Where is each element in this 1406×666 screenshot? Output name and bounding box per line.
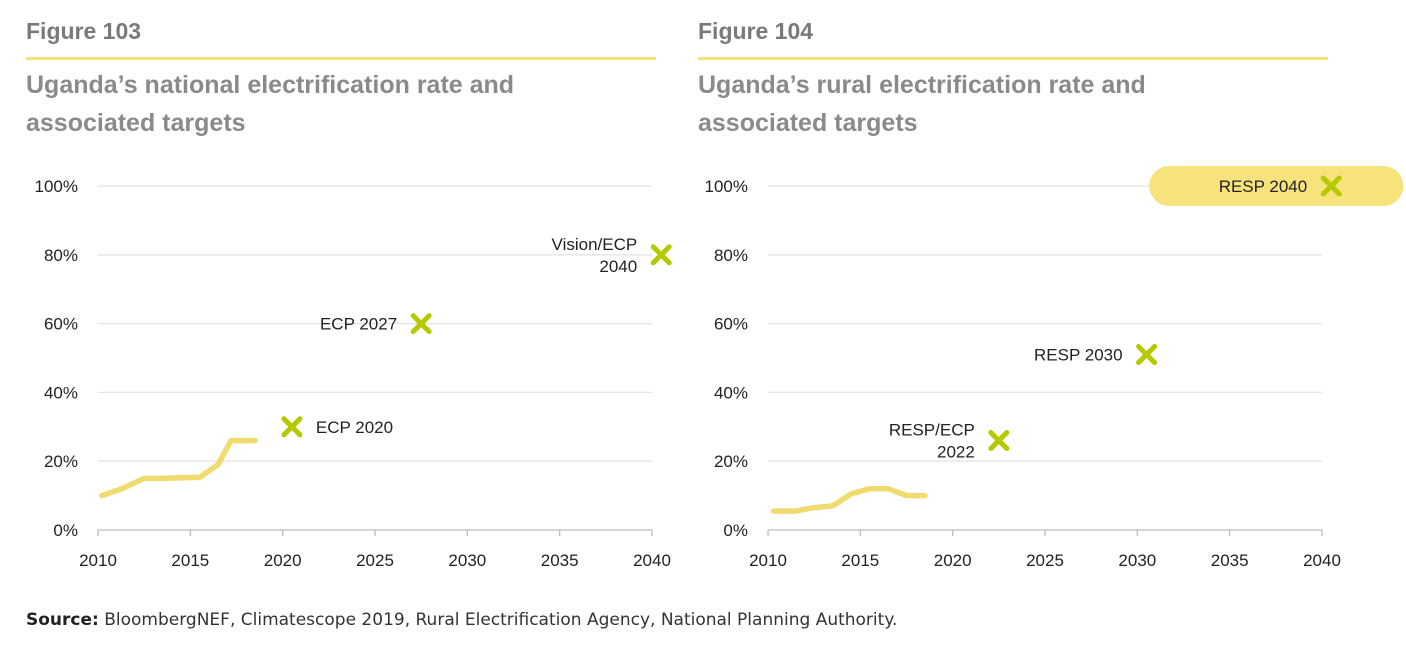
y-tick-label: 20% — [714, 452, 748, 471]
y-tick-label: 20% — [44, 452, 78, 471]
target-label: RESP/ECP 2022 — [889, 421, 975, 462]
y-tick-label: 40% — [44, 383, 78, 402]
y-tick-label: 40% — [714, 383, 748, 402]
x-tick-label: 2020 — [934, 551, 972, 570]
target-label: RESP 2040 — [1219, 177, 1308, 196]
x-tick-label: 2040 — [633, 551, 671, 570]
x-tick-label: 2020 — [264, 551, 302, 570]
figure-title: Uganda’s rural electrification rate and … — [698, 71, 1146, 137]
y-tick-label: 60% — [714, 315, 748, 334]
source-label: Source: — [26, 610, 99, 630]
x-tick-label: 2035 — [541, 551, 579, 570]
target-label: Vision/ECP 2040 — [552, 235, 638, 276]
y-tick-label: 0% — [53, 521, 78, 540]
series-line — [98, 437, 258, 499]
target-marker — [1320, 175, 1342, 197]
figure-label: Figure 104 — [698, 18, 814, 44]
y-tick-label: 80% — [714, 246, 748, 265]
figure-title: Uganda’s national electrification rate a… — [26, 71, 515, 137]
source-text: BloombergNEF, Climatescope 2019, Rural E… — [98, 610, 898, 630]
y-tick-label: 80% — [44, 246, 78, 265]
target-marker — [410, 313, 432, 335]
target-marker — [650, 244, 672, 266]
y-tick-label: 60% — [44, 315, 78, 334]
x-tick-label: 2030 — [448, 551, 486, 570]
x-tick-label: 2025 — [356, 551, 394, 570]
x-tick-label: 2025 — [1026, 551, 1064, 570]
figure-rule — [26, 57, 656, 60]
rural-electrification-chart: 0% 20% 40% 60% 80% 100% 2010 2015 2020 2025 2030 20… — [705, 166, 1404, 570]
x-tick-label: 2040 — [1303, 551, 1341, 570]
x-tick-label: 2010 — [79, 551, 117, 570]
series-line — [770, 485, 928, 514]
figure-104-panel: Figure 104 Uganda’s rural electrificatio… — [672, 0, 1406, 600]
figure-103-panel: Figure 103 Uganda’s national electrifica… — [0, 0, 680, 600]
x-tick-label: 2035 — [1211, 551, 1249, 570]
national-electrification-chart: 0% 20% 40% 60% 80% 100% 2010 2015 2020 2025 2030 20… — [35, 177, 672, 570]
target-marker — [988, 430, 1010, 452]
y-tick-label: 100% — [705, 177, 748, 196]
x-tick-label: 2015 — [841, 551, 879, 570]
target-label: RESP 2030 — [1034, 346, 1123, 365]
y-tick-label: 100% — [35, 177, 78, 196]
figure-label: Figure 103 — [26, 18, 142, 44]
source-note: Source: BloombergNEF, Climatescope 2019,… — [26, 610, 897, 630]
figure-rule — [698, 57, 1328, 60]
target-label: ECP 2020 — [316, 418, 393, 437]
target-marker — [1136, 344, 1158, 366]
x-tick-label: 2010 — [749, 551, 787, 570]
target-label: ECP 2027 — [320, 315, 397, 334]
x-tick-label: 2015 — [171, 551, 209, 570]
target-marker — [281, 416, 303, 438]
x-tick-label: 2030 — [1118, 551, 1156, 570]
y-tick-label: 0% — [723, 521, 748, 540]
